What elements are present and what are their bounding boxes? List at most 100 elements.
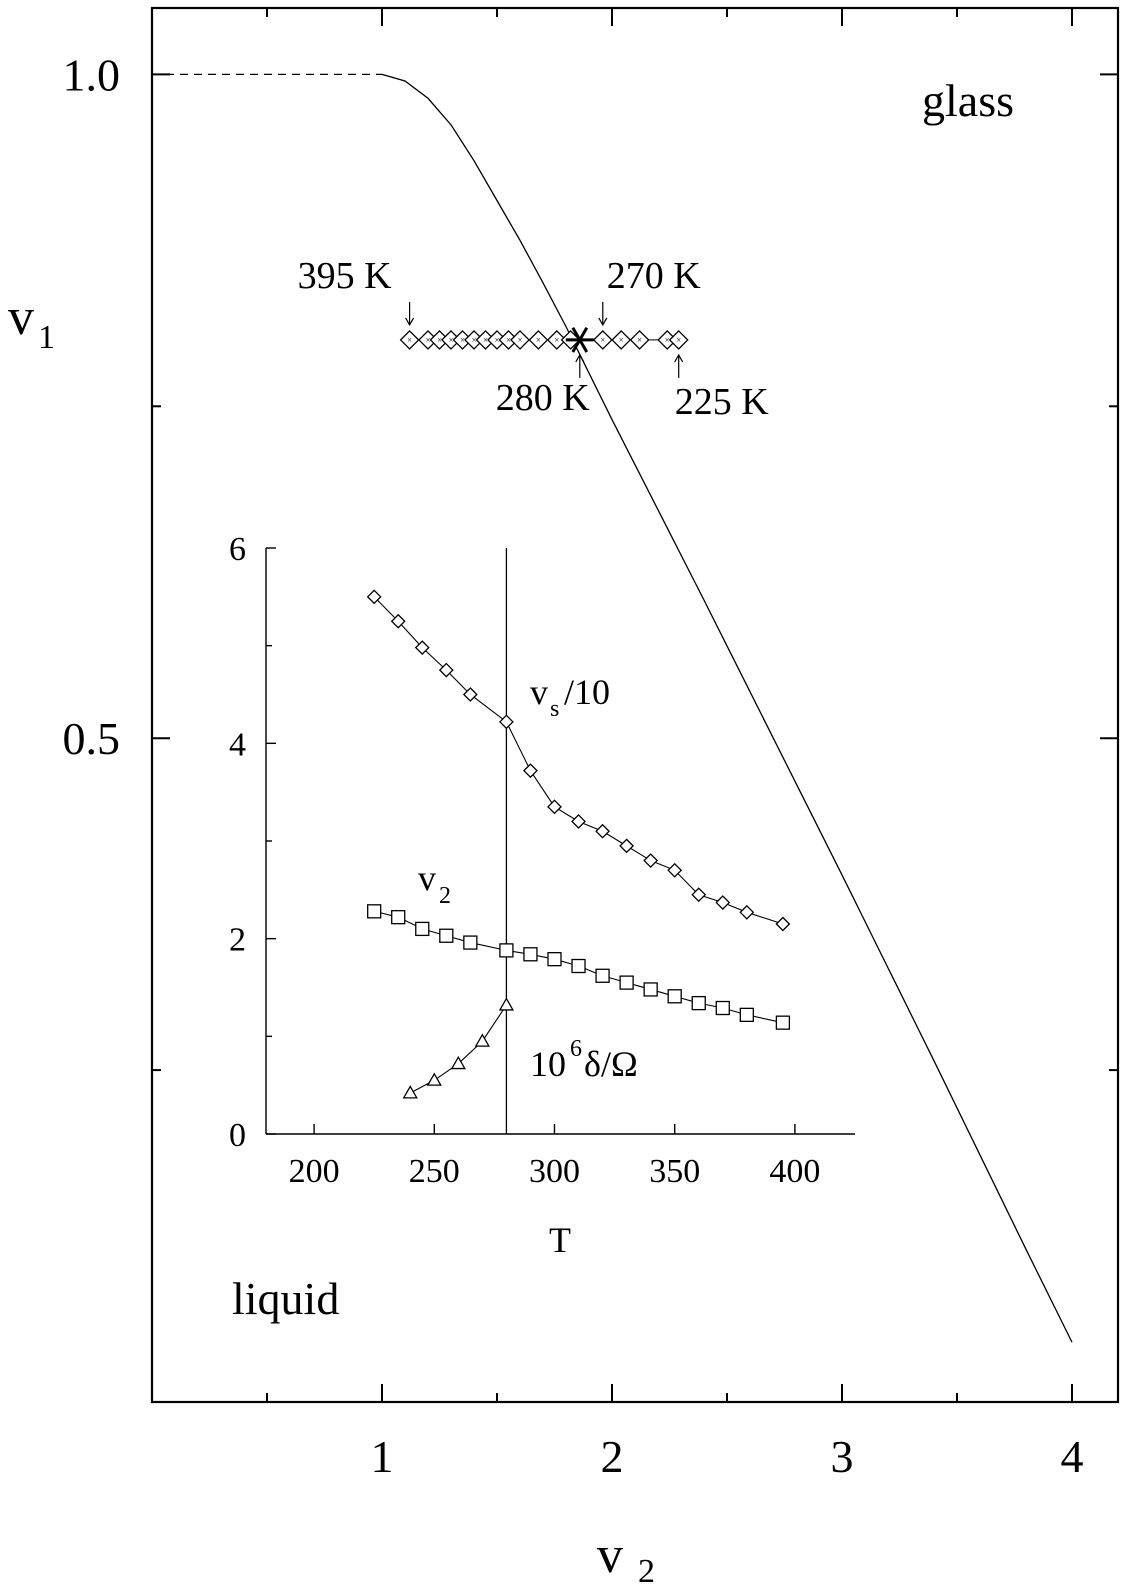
trajectory-point-cross: ×	[665, 335, 670, 345]
critical-point-star	[571, 327, 589, 353]
inset-x-tick-label: 200	[289, 1153, 340, 1190]
y-axis-title-subscript: 1	[38, 319, 55, 356]
temperature-label: 395 K	[298, 255, 393, 297]
trajectory-point-cross: ×	[460, 335, 465, 345]
trajectory-point-cross: ×	[494, 335, 499, 345]
trajectory-point-marker	[592, 329, 613, 350]
inset-diamond-marker	[571, 814, 586, 829]
inset-square-marker	[523, 947, 538, 962]
trajectory-point-cross: ×	[536, 335, 541, 345]
inset-square-marker	[595, 968, 610, 983]
trajectory-point-cross: ×	[554, 335, 559, 345]
main-plot-frame	[150, 6, 1120, 1404]
inset-diamond-marker	[462, 687, 478, 702]
inset-diamond-marker	[595, 823, 610, 839]
inset-diamond-marker	[390, 613, 406, 629]
inset-diamond-marker	[691, 887, 707, 903]
series-label-v2-main: v	[418, 858, 436, 898]
x-tick-label: 3	[831, 1431, 854, 1482]
inset-square-marker	[667, 989, 682, 1004]
temperature-arrowhead	[674, 353, 684, 363]
trajectory-point-cross: ×	[600, 335, 605, 345]
temperature-label: 280 K	[496, 377, 591, 419]
series-label-delta-sup: 6	[570, 1036, 582, 1062]
x-tick-label: 4	[1061, 1431, 1084, 1482]
x-tick-label: 2	[601, 1431, 624, 1482]
inset-diamond-marker	[523, 763, 538, 779]
trajectory-point-marker	[399, 329, 420, 350]
x-axis-title-subscript: 2	[638, 1553, 655, 1585]
trajectory-point-marker	[668, 329, 689, 350]
trajectory-point-cross: ×	[619, 335, 624, 345]
series-label-vs-main: v	[530, 672, 548, 712]
inset-triangle-marker	[474, 1033, 490, 1047]
inset-diamond-marker	[667, 862, 683, 878]
y-tick-label: 0.5	[63, 713, 121, 764]
trajectory-point-cross: ×	[437, 335, 442, 345]
inset-diamond-marker	[619, 838, 635, 854]
inset-square-marker	[499, 943, 514, 958]
inset-x-tick-label: 350	[649, 1153, 700, 1190]
inset-diamond-marker	[498, 714, 514, 730]
inset-diamond-marker	[643, 853, 659, 868]
series-label-v2-sub: 2	[439, 883, 451, 909]
inset-square-marker	[619, 975, 634, 990]
inset-diamond-marker	[366, 589, 382, 605]
inset-x-tick-label: 300	[529, 1153, 580, 1190]
inset-square-marker	[739, 1007, 754, 1022]
trajectory-point-cross: ×	[425, 335, 430, 345]
series-label-vs-sub: s	[550, 696, 559, 722]
inset-diamond-marker	[414, 640, 430, 656]
x-axis-title: v	[597, 1527, 623, 1584]
inset-diamond-marker	[438, 662, 454, 678]
inset-square-marker	[391, 910, 406, 925]
trajectory-point-cross: ×	[448, 335, 453, 345]
trajectory-point-cross: ×	[407, 335, 412, 345]
trajectory-point-marker	[510, 329, 530, 350]
inset-triangle-marker	[498, 997, 515, 1011]
inset-square-marker	[415, 921, 430, 937]
y-axis-title: v	[8, 289, 34, 346]
inset-diamond-marker	[775, 916, 791, 932]
inset-square-marker	[775, 1015, 791, 1030]
temperature-arrowhead	[575, 353, 585, 363]
region-label-liquid: liquid	[232, 1273, 339, 1324]
region-label-glass: glass	[922, 75, 1014, 126]
trajectory-point-cross: ×	[637, 335, 642, 345]
inset-square-marker	[547, 952, 562, 967]
inset-square-marker	[691, 995, 706, 1011]
trajectory-point-cross: ×	[676, 335, 681, 345]
trajectory-point-marker	[528, 329, 549, 350]
inset-square-marker	[715, 1000, 730, 1016]
series-label-delta-rest: δ/Ω	[584, 1044, 638, 1084]
inset-series-line-triangle	[409, 1004, 507, 1094]
trajectory-point-cross: ×	[471, 335, 476, 345]
inset-diamond-marker	[715, 895, 731, 910]
inset-y-tick-label: 2	[229, 922, 246, 959]
glass-liquid-boundary-curve	[381, 73, 1073, 1343]
trajectory-point-marker	[611, 329, 632, 350]
inset-y-tick-label: 4	[229, 726, 246, 763]
inset-x-tick-label: 400	[769, 1153, 820, 1190]
temperature-label: 225 K	[675, 381, 770, 423]
temperature-label: 270 K	[607, 255, 702, 297]
inset-x-tick-label: 250	[409, 1153, 460, 1190]
inset-triangle-marker	[426, 1072, 442, 1086]
trajectory-point-cross: ×	[517, 335, 522, 345]
inset-y-tick-label: 6	[229, 531, 246, 568]
y-tick-label: 1.0	[63, 49, 121, 100]
inset-x-axis-title: T	[549, 1220, 571, 1260]
inset-triangle-marker	[450, 1055, 466, 1070]
inset-triangle-marker	[402, 1085, 418, 1099]
trajectory-point-marker	[546, 329, 567, 350]
temperature-arrowhead	[598, 317, 608, 327]
trajectory-point-cross: ×	[506, 335, 511, 345]
series-label-delta-main: 10	[530, 1044, 566, 1084]
inset-square-marker	[571, 958, 586, 974]
inset-square-marker	[643, 982, 658, 997]
inset-diamond-marker	[547, 799, 562, 815]
inset-square-marker	[367, 904, 382, 919]
